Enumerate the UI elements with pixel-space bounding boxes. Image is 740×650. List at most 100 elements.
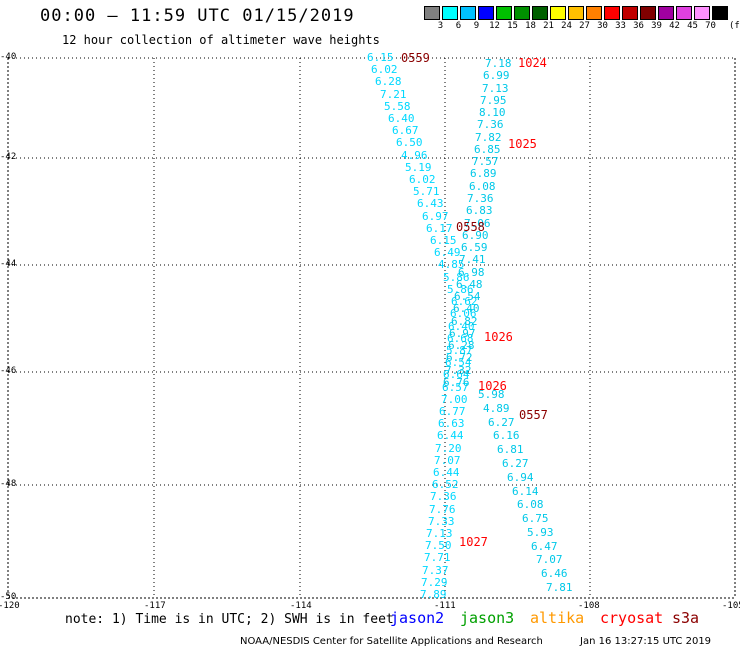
wave-height-value: 7.33 [428,515,455,528]
wave-height-value: 7.37 [422,564,449,577]
wave-height-value: 6.97 [449,327,476,340]
legend-label: 21 [543,21,554,31]
wave-height-value: 6.02 [409,173,436,186]
wave-height-value: 5.58 [384,100,411,113]
legend-label: 36 [633,21,644,31]
wave-height-value: 6.43 [417,197,444,210]
wave-height-value: 6.16 [493,429,520,442]
wave-height-value: 7.95 [480,94,507,107]
lon-label: -105 [722,601,740,611]
pass-time-label: 1026 [484,330,513,344]
legend-label: 24 [561,21,572,31]
generated-timestamp: Jan 16 13:27:15 UTC 2019 [580,636,712,647]
satellite-label: jason2 [390,609,445,627]
plot-border [7,57,736,599]
map-title: 00:00 — 11:59 UTC 01/15/2019 [40,6,355,26]
wave-height-value: 7.13 [482,82,509,95]
wave-height-value: 6.28 [375,75,402,88]
legend-label: 18 [525,21,536,31]
wave-height-value: 6.50 [396,136,423,149]
wave-height-value: 6.02 [371,63,398,76]
wave-height-value: 6.68 [447,332,474,345]
wave-height-value: 4.89 [483,402,510,415]
legend-label: 15 [507,21,518,31]
wave-height-value: 7.57 [472,155,499,168]
wave-height-value: 6.90 [462,229,489,242]
pass-time-label: 0557 [519,408,548,422]
wave-height-value: 7.21 [380,88,407,101]
wave-height-value: 6.40 [388,112,415,125]
wave-height-value: 4.96 [401,149,428,162]
legend-swatch [658,6,674,20]
wave-height-legend: 3 6 9 12 15 18 21 24 27 30 33 36 39 42 45 70 [424,6,730,34]
map-subtitle: 12 hour collection of altimeter wave hei… [62,33,380,47]
satellite-label: altika [530,609,585,627]
lon-label: -114 [290,601,312,611]
wave-height-value: 5.86 [443,271,470,284]
wave-height-value: 6.82 [451,315,478,328]
wave-height-value: 6.08 [517,498,544,511]
pass-time-label: 1024 [518,56,547,70]
wave-height-value: 6.64 [443,368,470,381]
wave-height-value: 6.17 [426,222,453,235]
wave-height-value: 6.62 [451,295,478,308]
lat-label: -40 [0,52,17,62]
legend-label: 9 [473,21,480,31]
wave-height-value: 6.67 [392,124,419,137]
legend-swatch [496,6,512,20]
wave-height-value: 5.86 [447,283,474,296]
legend-swatch [712,6,728,20]
wave-height-value: 6.52 [432,478,459,491]
pass-time-label: 0558 [456,220,485,234]
wave-height-value: 6.28 [448,339,475,352]
wave-height-value: 6.77 [439,405,466,418]
wave-height-value: 7.13 [426,527,453,540]
wave-height-value: 7.32 [445,364,472,377]
satellite-label: s3a [672,609,700,627]
pass-time-label: 0559 [401,51,430,65]
wave-height-value: 6.76 [443,376,470,389]
wave-height-value: 6.40 [448,320,475,333]
footer-note: note: 1) Time is in UTC; 2) SWH is in fe… [65,612,394,627]
wave-height-value: 7.29 [421,576,448,589]
wave-height-value: 6.75 [522,512,549,525]
map-grid [7,57,736,599]
wave-height-value: 7.36 [430,490,457,503]
credit-text: NOAA/NESDIS Center for Satellite Applica… [240,636,543,647]
legend-label: 70 [705,21,716,31]
wave-height-value: 7.41 [459,253,486,266]
wave-height-value: 7.07 [434,454,461,467]
wave-height-value: 8.10 [479,106,506,119]
wave-height-value: 6.81 [497,443,524,456]
legend-swatch [676,6,692,20]
wave-height-value: 7.06 [464,217,491,230]
legend-label: 30 [597,21,608,31]
wave-height-value: 6.47 [531,540,558,553]
satellite-label: jason3 [460,609,515,627]
legend-label: 33 [615,21,626,31]
legend-swatch [460,6,476,20]
legend-swatch [604,6,620,20]
wave-height-value: 6.44 [433,466,460,479]
legend-label: 39 [651,21,662,31]
wave-height-value: 7.89 [420,588,447,601]
legend-swatch [586,6,602,20]
satellite-label: cryosat [600,609,664,627]
wave-height-value: 5.19 [405,161,432,174]
legend-label: 45 [687,21,698,31]
wave-height-value: 7.82 [475,131,502,144]
pass-time-label: 1025 [508,137,537,151]
wave-height-value: 6.06 [450,307,477,320]
wave-height-value: 6.99 [483,69,510,82]
wave-height-value: 6.97 [422,210,449,223]
wave-height-value: 6.54 [454,290,481,303]
wave-height-value: 5.71 [413,185,440,198]
wave-height-value: 6.46 [541,567,568,580]
wave-height-value: 6.14 [512,485,539,498]
wave-height-value: 6.89 [470,167,497,180]
wave-height-value: 6.94 [507,471,534,484]
pass-time-label: 1026 [478,379,507,393]
lat-label: -50 [0,592,17,602]
wave-height-value: 7.18 [485,57,512,70]
legend-swatch [442,6,458,20]
